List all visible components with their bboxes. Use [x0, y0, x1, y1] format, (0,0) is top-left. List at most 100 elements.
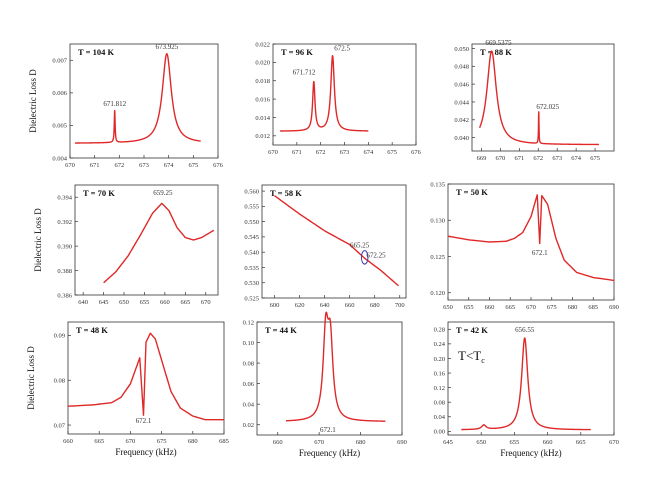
y-axis-label: Dielectric Loss D: [28, 69, 38, 133]
y-tick-label: 0.392: [57, 219, 72, 226]
x-tick-label: 655: [510, 439, 520, 446]
x-tick-label: 671: [514, 155, 524, 162]
x-tick-label: 620: [295, 302, 305, 309]
x-tick-label: 650: [443, 304, 453, 311]
peak-annotation: 656.55: [515, 326, 535, 334]
y-tick-label: 0.555: [244, 204, 259, 211]
x-tick-label: 665: [576, 439, 586, 446]
panel-6: 650 655 660 665 670 675 680 685 690 0.120 0.125 0.1…: [430, 181, 619, 311]
x-tick-label: 675: [188, 162, 198, 169]
y-tick-label: 0.004: [52, 155, 67, 162]
y-tick-label: 0.08: [243, 360, 254, 367]
panel-3: 669 670 671 672 673 674 675 0.040 0.042 0.044 0.04…: [454, 39, 615, 162]
plot-frame: [447, 183, 615, 301]
y-tick-label: 0.386: [57, 292, 72, 299]
x-tick-label: 673: [139, 162, 149, 169]
data-series-line: [460, 337, 592, 431]
x-tick-label: 670: [609, 439, 619, 446]
y-tick-label: 0.048: [454, 64, 469, 71]
data-series-line: [279, 54, 369, 132]
y-tick-label: 0.120: [430, 290, 445, 297]
y-tick-label: 0.014: [255, 115, 270, 122]
y-tick-label: 0.006: [52, 90, 67, 97]
x-tick-label: 670: [268, 149, 278, 156]
peak-annotation: 669.5375: [485, 39, 512, 47]
panel-title: T = 70 K: [83, 188, 115, 198]
x-tick-label: 676: [213, 162, 224, 169]
y-tick-label: 0.550: [244, 219, 259, 226]
peak-annotation: 673.925: [155, 43, 178, 51]
y-tick-label: 0.12: [434, 385, 445, 392]
y-tick-label: 0.00: [434, 429, 445, 436]
y-tick-label: 0.135: [430, 181, 445, 188]
x-tick-label: 674: [164, 162, 175, 169]
y-tick-label: 0.390: [57, 243, 72, 250]
y-tick-label: 0.20: [434, 356, 445, 363]
y-tick-label: 0.388: [57, 268, 72, 275]
data-series-line: [67, 332, 224, 421]
y-tick-label: 0.560: [244, 188, 259, 195]
y-tick-label: 0.12: [243, 319, 254, 326]
y-tick-label: 0.28: [434, 327, 445, 334]
x-tick-label: 655: [464, 304, 474, 311]
x-tick-label: 655: [140, 299, 150, 306]
marker-ellipse: [360, 250, 369, 265]
panel-title: T = 88 K: [480, 47, 512, 57]
panel-9: 645 650 655 660 665 670 0.00 0.04 0.08 0.12 0.16 0.…: [434, 321, 619, 458]
x-tick-label: 680: [356, 439, 366, 446]
x-tick-label: 665: [180, 299, 190, 306]
x-tick-label: 660: [63, 438, 73, 445]
x-tick-label: 680: [568, 304, 578, 311]
x-tick-label: 672: [533, 155, 543, 162]
y-tick-label: 0.530: [244, 280, 259, 287]
y-tick-label: 0.07: [54, 422, 66, 429]
peak-annotation: 672.5: [334, 44, 350, 52]
y-tick-label: 0.394: [57, 195, 72, 202]
panel-title: T = 58 K: [270, 188, 302, 198]
x-tick-label: 674: [571, 155, 582, 162]
x-tick-label: 675: [547, 304, 557, 311]
x-tick-label: 670: [65, 162, 75, 169]
x-tick-label: 674: [363, 149, 374, 156]
x-tick-label: 670: [496, 155, 506, 162]
x-tick-label: 685: [588, 304, 598, 311]
panel-2: 670 671 672 673 674 675 676 0.012 0.014 0.016 0.01…: [255, 41, 421, 156]
y-tick-label: 0.022: [255, 41, 270, 48]
x-tick-label: 645: [99, 299, 109, 306]
x-tick-label: 676: [411, 149, 422, 156]
y-tick-label: 0.130: [430, 218, 445, 225]
x-tick-label: 670: [526, 304, 536, 311]
panel-5: 600 620 640 660 680 700 0.525 0.530 0.535 0.540 0.…: [244, 184, 407, 309]
y-tick-label: 0.042: [454, 117, 469, 124]
plot-frame: [447, 321, 615, 436]
x-tick-label: 700: [395, 302, 405, 309]
y-tick-label: 0.02: [243, 422, 254, 429]
peak-annotation: 671.812: [103, 100, 126, 108]
panel-1: 670 671 672 673 674 675 676 0.004 0.005 0.006 0.00…: [28, 43, 224, 169]
plot-frame: [261, 184, 407, 299]
y-tick-label: 0.044: [454, 99, 469, 106]
y-tick-label: 0.012: [255, 133, 270, 140]
data-series-line: [274, 195, 399, 287]
y-tick-label: 0.040: [454, 135, 469, 142]
y-tick-label: 0.046: [454, 81, 469, 88]
panel-title: T = 42 K: [456, 325, 488, 335]
peak-annotation: 659.25: [153, 189, 173, 197]
panel-title: T = 44 K: [265, 325, 297, 335]
phase-label: T<Tc: [458, 348, 485, 365]
peak-annotation: 672.1: [136, 417, 152, 425]
y-tick-label: 0.24: [434, 341, 446, 348]
x-tick-label: 673: [340, 149, 350, 156]
x-tick-label: 660: [543, 439, 553, 446]
plot-frame: [67, 321, 225, 435]
plot-frame: [272, 43, 417, 146]
y-tick-label: 0.10: [243, 340, 254, 347]
peak-annotation: 672.1: [320, 426, 336, 434]
y-tick-label: 0.050: [454, 46, 469, 53]
panel-title: T = 96 K: [281, 47, 313, 57]
x-tick-label: 675: [157, 438, 167, 445]
y-tick-label: 0.09: [54, 333, 65, 340]
y-tick-label: 0.540: [244, 249, 259, 256]
